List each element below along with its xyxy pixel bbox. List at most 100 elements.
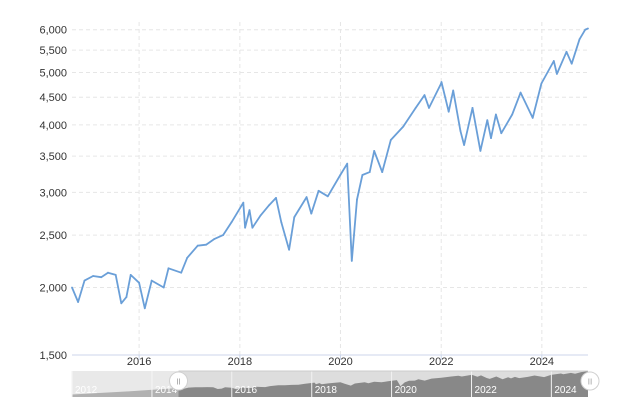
price-point <box>350 260 353 262</box>
navigator-label: 2018 <box>315 385 338 396</box>
range-navigator[interactable]: 2012 2014 2016 2018 2020 2022 2024 II II <box>71 370 600 397</box>
price-point <box>251 226 254 229</box>
price-point <box>440 82 442 85</box>
price-point <box>120 302 123 305</box>
price-point <box>570 62 573 65</box>
y-tick-label: 1,500 <box>39 350 67 362</box>
price-point <box>381 171 384 174</box>
y-tick-label: 3,000 <box>39 187 67 199</box>
price-point <box>280 221 283 224</box>
price-point <box>373 150 376 152</box>
price-point <box>186 256 189 259</box>
price-line <box>71 27 589 310</box>
price-point <box>114 274 117 276</box>
price-point <box>138 281 141 284</box>
price-point <box>531 117 534 119</box>
price-point <box>440 81 443 83</box>
navigator-area <box>72 371 588 397</box>
x-axis: 2016 2018 2020 2022 2024 <box>72 354 588 368</box>
handle-grip-label: II <box>176 378 180 387</box>
y-tick-label: 5,500 <box>39 45 67 57</box>
navigator-handle-left[interactable]: II <box>169 371 189 391</box>
navigator-mask <box>72 371 179 397</box>
navigator-label: 2020 <box>395 385 418 396</box>
x-tick-label: 2022 <box>429 356 453 368</box>
y-tick-label: 2,000 <box>39 282 67 294</box>
price-point <box>242 201 245 204</box>
price-point <box>326 195 329 198</box>
price-point <box>196 244 199 247</box>
price-point <box>500 132 503 135</box>
price-point <box>268 204 270 207</box>
price-point <box>519 91 522 94</box>
handle-grip-label: II <box>588 378 592 387</box>
series-layer <box>71 27 589 310</box>
price-point <box>479 150 482 152</box>
price-point <box>402 125 405 128</box>
y-axis: 1,500 2,000 2,500 3,000 3,500 4,000 4,500 5,000… <box>39 25 67 362</box>
price-point <box>584 28 587 31</box>
handle-grip-icon <box>169 371 189 391</box>
y-tick-label: 4,000 <box>39 120 67 132</box>
price-point <box>540 82 543 85</box>
price-point <box>368 171 371 174</box>
plot-grid <box>72 22 588 356</box>
price-point <box>587 27 589 30</box>
price-point <box>317 189 320 192</box>
price-point <box>428 107 430 109</box>
x-tick-label: 2024 <box>530 356 554 368</box>
price-point <box>107 271 109 274</box>
price-point <box>288 248 290 251</box>
price-point <box>150 279 153 282</box>
y-tick-label: 2,500 <box>39 230 67 242</box>
navigator-label: 2016 <box>235 385 258 396</box>
price-point <box>578 38 581 41</box>
price-point <box>471 107 474 109</box>
navigator-label: 2014 <box>155 385 178 396</box>
x-tick-label: 2016 <box>127 356 151 368</box>
handle-grip-icon <box>580 371 600 391</box>
navigator-label: 2022 <box>475 385 498 396</box>
y-tick-label: 3,500 <box>39 151 67 163</box>
price-point <box>459 129 462 132</box>
price-point <box>310 212 313 215</box>
navigator-label: 2012 <box>75 385 98 396</box>
price-point <box>129 274 132 276</box>
x-tick-label: 2018 <box>228 356 252 368</box>
price-point <box>356 198 358 201</box>
price-point <box>92 275 94 277</box>
price-point <box>490 137 492 140</box>
price-point <box>248 209 251 212</box>
price-point <box>162 286 165 289</box>
price-point <box>293 216 296 219</box>
price-point <box>339 174 342 176</box>
price-point <box>143 307 146 310</box>
price-point <box>259 214 262 217</box>
navigator-handle-right[interactable]: II <box>580 371 600 391</box>
price-point <box>452 89 455 92</box>
y-tick-label: 5,000 <box>39 67 67 79</box>
price-point <box>423 94 426 96</box>
price-point <box>361 174 364 176</box>
price-point <box>244 226 247 229</box>
navigator-label: 2024 <box>554 385 577 396</box>
price-point <box>447 110 450 113</box>
price-point <box>511 113 514 116</box>
price-point <box>71 286 73 289</box>
price-point <box>77 301 79 303</box>
price-point <box>230 221 233 224</box>
price-point <box>205 243 208 246</box>
price-point <box>125 296 128 298</box>
price-point <box>275 197 277 199</box>
price-point <box>556 73 558 75</box>
price-point <box>552 60 555 62</box>
price-point <box>486 119 489 122</box>
x-tick-label: 2020 <box>328 356 352 368</box>
price-point <box>100 276 103 279</box>
price-point <box>463 144 465 146</box>
price-point <box>495 113 497 116</box>
price-point <box>389 139 392 141</box>
y-tick-label: 4,500 <box>39 92 67 104</box>
price-point <box>346 162 349 165</box>
